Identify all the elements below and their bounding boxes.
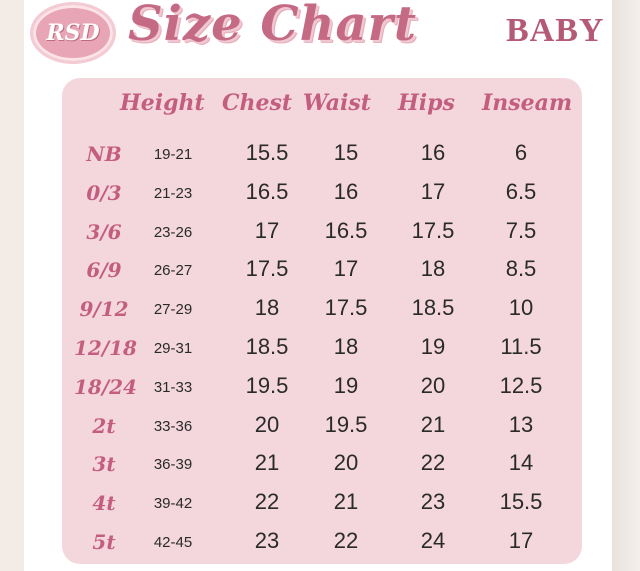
height-cell: 36-39 bbox=[153, 456, 193, 474]
height-cell: 42-45 bbox=[153, 534, 193, 551]
waist-cell: 16 bbox=[333, 178, 359, 204]
chest-cell: 21 bbox=[254, 450, 280, 476]
chest-cell: 23 bbox=[254, 528, 280, 553]
chest-cell: 20 bbox=[254, 411, 280, 437]
waist-cell: 18 bbox=[333, 334, 359, 359]
column-header-chest: Chest bbox=[222, 90, 293, 116]
height-cell: 26-27 bbox=[153, 262, 193, 280]
size-label: 9/12 bbox=[79, 297, 129, 322]
height-cell: 23-26 bbox=[153, 223, 193, 241]
hips-cell: 18.5 bbox=[411, 295, 455, 321]
waist-cell: 20 bbox=[333, 450, 359, 476]
waist-cell: 21 bbox=[333, 489, 359, 515]
waist-cell: 22 bbox=[333, 528, 359, 553]
hips-cell: 16 bbox=[420, 140, 446, 165]
chest-cell: 18 bbox=[254, 295, 280, 321]
inseam-cell: 6.5 bbox=[505, 178, 537, 204]
waist-cell: 17.5 bbox=[324, 295, 368, 321]
inseam-cell: 10 bbox=[508, 295, 534, 321]
height-cell: 33-36 bbox=[153, 417, 193, 435]
waist-cell: 19 bbox=[333, 372, 359, 398]
size-label: 18/24 bbox=[74, 374, 137, 399]
height-cell: 21-23 bbox=[153, 184, 193, 202]
brand-logo: RSD bbox=[30, 2, 116, 64]
height-cell: 39-42 bbox=[153, 495, 193, 513]
hips-cell: 21 bbox=[420, 411, 446, 437]
inseam-cell: 6 bbox=[514, 140, 528, 165]
column-header-inseam: Inseam bbox=[482, 90, 573, 116]
page-title: Size Chart bbox=[128, 0, 418, 52]
waist-cell: 19.5 bbox=[324, 411, 368, 437]
hips-cell: 22 bbox=[420, 450, 446, 476]
chest-cell: 16.5 bbox=[245, 178, 289, 204]
size-label: 2t bbox=[92, 413, 116, 438]
inseam-cell: 8.5 bbox=[505, 256, 537, 282]
column-header-waist: Waist bbox=[303, 90, 371, 116]
hips-cell: 17 bbox=[420, 178, 446, 204]
waist-cell: 17 bbox=[333, 256, 359, 282]
column-header-hips: Hips bbox=[398, 90, 455, 116]
size-label: 3t bbox=[92, 452, 116, 477]
size-label: 4t bbox=[92, 491, 116, 516]
inseam-cell: 17 bbox=[508, 528, 534, 553]
size-label: 5t bbox=[92, 530, 116, 554]
page-edge bbox=[612, 0, 640, 571]
height-cell: 27-29 bbox=[153, 301, 193, 319]
size-chart-panel bbox=[62, 78, 582, 564]
chest-cell: 17 bbox=[254, 217, 280, 243]
hips-cell: 18 bbox=[420, 256, 446, 282]
chest-cell: 18.5 bbox=[245, 334, 289, 359]
height-cell: 19-21 bbox=[153, 146, 193, 163]
size-label: 3/6 bbox=[86, 219, 122, 244]
inseam-cell: 12.5 bbox=[499, 372, 543, 398]
inseam-cell: 7.5 bbox=[505, 217, 537, 243]
chest-cell: 22 bbox=[254, 489, 280, 515]
chest-cell: 17.5 bbox=[245, 256, 289, 282]
size-label: 12/18 bbox=[74, 336, 137, 360]
hips-cell: 20 bbox=[420, 372, 446, 398]
hips-cell: 24 bbox=[420, 528, 446, 553]
hips-cell: 23 bbox=[420, 489, 446, 515]
inseam-cell: 15.5 bbox=[499, 489, 543, 515]
height-cell: 31-33 bbox=[153, 378, 193, 396]
size-label: NB bbox=[86, 142, 122, 166]
size-label: 6/9 bbox=[86, 258, 122, 283]
logo-text: RSD bbox=[46, 20, 100, 46]
hips-cell: 19 bbox=[420, 334, 446, 359]
waist-cell: 15 bbox=[333, 140, 359, 165]
page-subtitle: BABY bbox=[506, 12, 605, 49]
waist-cell: 16.5 bbox=[324, 217, 368, 243]
inseam-cell: 14 bbox=[508, 450, 534, 476]
inseam-cell: 11.5 bbox=[500, 334, 542, 359]
size-label: 0/3 bbox=[86, 180, 122, 205]
chest-cell: 15.5 bbox=[245, 140, 289, 165]
height-cell: 29-31 bbox=[153, 340, 193, 357]
hips-cell: 17.5 bbox=[411, 217, 455, 243]
inseam-cell: 13 bbox=[508, 411, 534, 437]
chest-cell: 19.5 bbox=[245, 372, 289, 398]
column-header-height: Height bbox=[120, 90, 205, 116]
